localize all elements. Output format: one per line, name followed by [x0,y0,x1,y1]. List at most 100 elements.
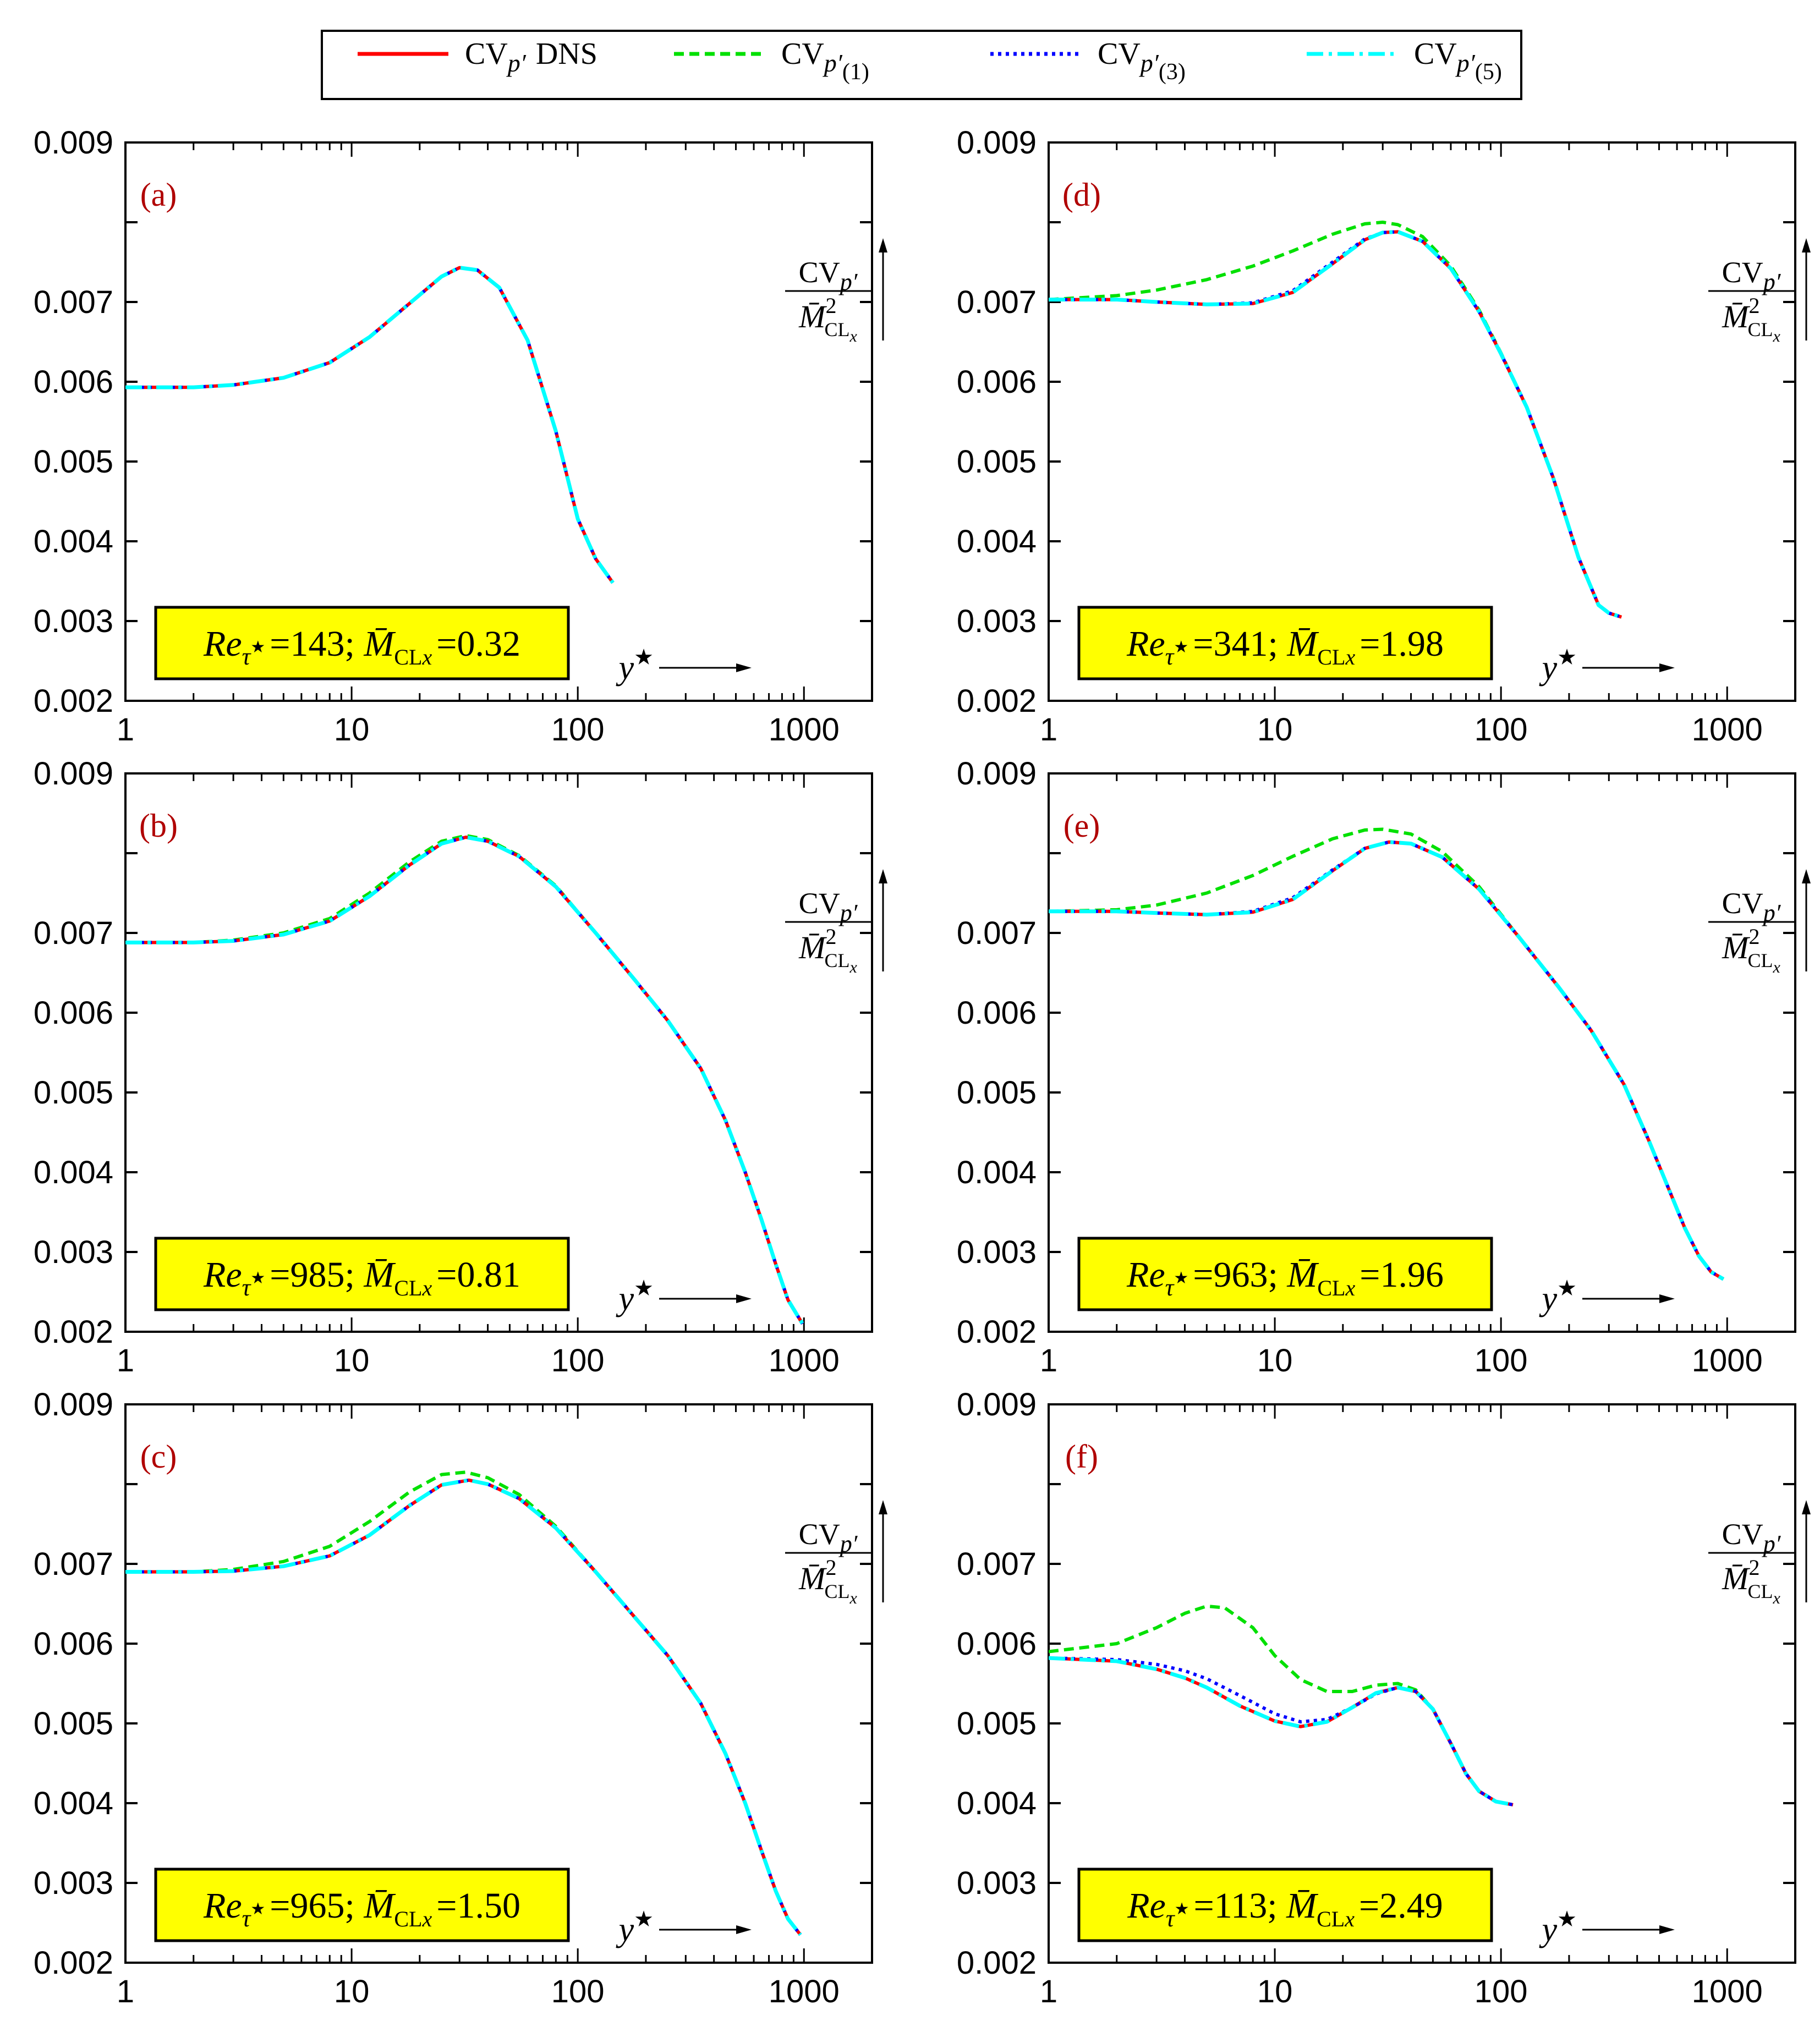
annot-tau: τ [242,1905,252,1932]
annot-x: x [1344,1907,1355,1931]
y-label-sup: 2 [1748,924,1759,949]
panel-c: 0.002 0.003 0.004 0.005 0.006 0.007 0.009 1 10 10… [34,1387,887,2009]
x-arrow-head [1659,663,1675,672]
y-label-numerator: CVp′ [1722,1518,1781,1557]
panel-a: 0.002 0.003 0.004 0.005 0.006 0.007 0.009 1 10 10… [34,125,887,748]
x-arrow-head [1659,1294,1675,1303]
y-label-mach: M̄ [798,1561,827,1596]
annotation-box [1077,1868,1493,1942]
y-label-numerator: CVp′ [799,256,858,295]
x-label-y: y [616,1911,634,1948]
y-label-x: x [849,958,858,976]
x-label-star: ★ [1557,645,1577,669]
y-tick-label: 0.003 [957,603,1037,639]
x-label-text: y★ [616,645,654,687]
x-tick-label: 10 [1257,1974,1293,2009]
series-line-o5 [125,835,804,1325]
y-arrow-head [879,1500,887,1514]
x-tick-label: 1000 [769,712,840,748]
panel-label: (a) [140,177,177,213]
y-label-sup: 2 [1748,293,1759,318]
y-arrow-head [1802,238,1811,252]
y-label-cl: CL [824,949,849,971]
y-label-cv: CV [799,256,840,289]
annot-re-value: 143 [290,624,345,664]
legend-order: (5) [1475,59,1502,85]
x-axis-label: y★ [616,1276,752,1317]
x-axis-label: y★ [1539,1907,1675,1948]
annot-tau: τ [1166,1905,1176,1932]
x-tick-label: 10 [334,712,370,748]
annot-tau: τ [1165,1274,1175,1301]
series-line-o1 [1049,827,1725,1281]
x-tick-label: 100 [1474,1974,1528,2009]
annot-m-symbol: M̄ [1286,1886,1319,1926]
annot-star: ★ [250,1900,265,1918]
y-label-cv: CV [1722,256,1763,289]
y-tick-label: 0.005 [957,1075,1037,1111]
annotation: Reτ★ =113; M̄CLx =2.49 [1077,1868,1493,1942]
y-tick-label: 0.009 [34,125,113,161]
y-label-numerator: CVp′ [1722,887,1781,926]
annot-re-symbol: Re [203,1255,242,1295]
annotation-box [154,1868,570,1942]
y-label-sup: 2 [825,293,836,318]
series-group [125,266,615,584]
y-tick-label: 0.004 [34,1155,113,1190]
y-arrow-head [1802,869,1811,883]
x-tick-label: 10 [1257,712,1293,748]
legend-suffix: DNS [536,37,597,71]
y-axis-label: CVp′M̄2 CLx [785,869,887,976]
annot-x: x [421,1276,432,1300]
annot-m-symbol: M̄ [363,1886,396,1926]
legend-entry-o1: CVp′(1) [674,37,869,85]
annotation: Reτ★ =965; M̄CLx =1.50 [154,1868,570,1942]
annot-mach-value: 1.96 [1380,1255,1444,1295]
annot-star: ★ [250,638,265,656]
y-axis-label: CVp′M̄2 CLx [1708,1500,1811,1607]
y-arrow-head [879,238,887,252]
y-tick-label: 0.006 [957,1626,1037,1662]
panel-label: (d) [1062,177,1101,213]
series-group [1049,221,1622,619]
x-axis-label: y★ [616,1907,752,1948]
legend-sub: p′ [823,49,843,77]
annot-x: x [421,1907,432,1931]
annot-mach-value: 0.32 [457,624,520,664]
series-group [1049,1604,1514,1807]
y-tick-label: 0.004 [957,1786,1037,1821]
legend-cv: CV [465,37,508,71]
annot-sep: ; [345,1886,364,1926]
y-label-denominator: M̄2 CLx [798,1555,857,1607]
y-label-sup: 2 [825,1555,836,1580]
series-line-o3 [1049,840,1725,1281]
y-tick-label: 0.005 [34,444,113,480]
x-tick-label: 100 [551,712,605,748]
annotation: Reτ★ =143; M̄CLx =0.32 [154,606,570,680]
y-tick-label: 0.007 [957,1546,1037,1582]
annotation-text: Reτ★ =965; M̄CLx =1.50 [203,1886,520,1932]
x-label-text: y★ [616,1276,654,1317]
legend-entry-dns: CVp′ DNS [358,37,597,77]
annotation: Reτ★ =985; M̄CLx =0.81 [154,1237,570,1311]
series-line-o5 [125,266,615,584]
y-label-x: x [1773,327,1781,345]
y-tick-label: 0.007 [34,284,113,320]
annot-eq1: = [1193,624,1213,664]
y-label-cl: CL [824,318,849,340]
annot-x: x [1345,645,1355,669]
annot-eq1: = [270,1886,290,1926]
legend: CVp′ DNS CVp′(1)CVp′(3)CVp′(5) [321,30,1522,100]
plot-frame [124,772,873,1333]
series-line-o1 [1049,221,1622,619]
series-line-o5 [1049,840,1725,1281]
series-line-dns [1049,840,1725,1281]
annotation-text: Reτ★ =985; M̄CLx =0.81 [203,1255,520,1301]
legend-cv: CV [1098,37,1141,71]
y-label-cv: CV [799,887,840,920]
y-tick-label: 0.005 [957,444,1037,480]
annot-mach-value: 0.81 [457,1255,520,1295]
panel-label: (e) [1064,808,1100,844]
x-tick-label: 1 [1040,1343,1057,1379]
